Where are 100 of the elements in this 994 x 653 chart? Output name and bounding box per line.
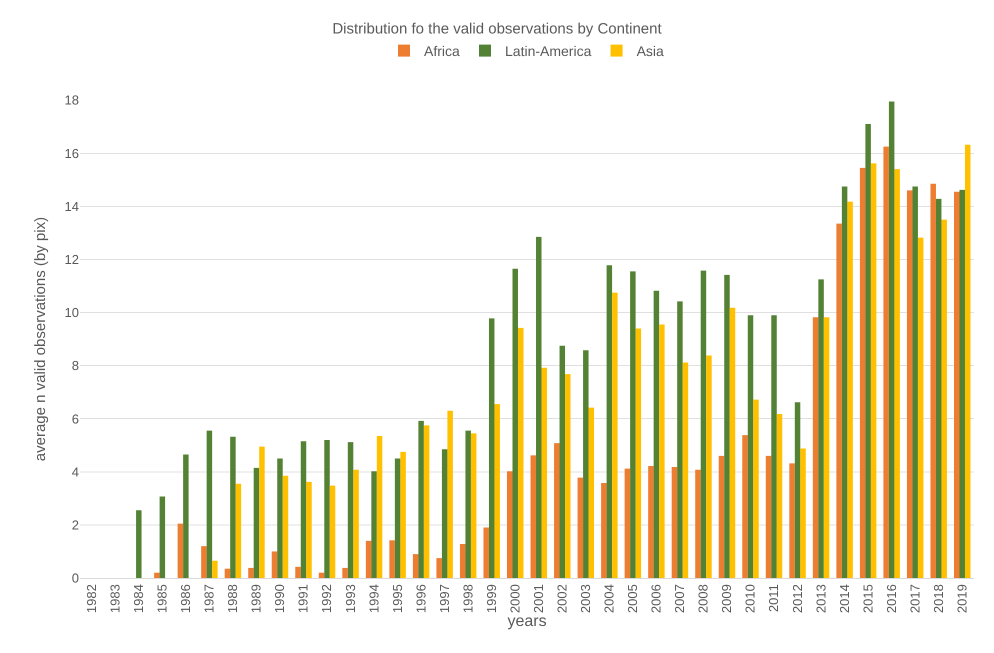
bar (488, 318, 494, 578)
y-tick-label: 2 (72, 517, 79, 532)
y-tick-label: 8 (72, 358, 79, 374)
bar (847, 202, 853, 578)
bar (606, 265, 612, 578)
bar (776, 414, 782, 578)
x-tick-label: 1985 (154, 584, 170, 614)
bar (342, 568, 348, 578)
bar (248, 568, 254, 578)
bar (730, 308, 736, 578)
bar (748, 315, 754, 578)
bar (183, 454, 189, 578)
bar (236, 484, 242, 578)
bar (954, 192, 960, 578)
bar (272, 551, 278, 578)
bar (601, 482, 607, 578)
y-axis-title: average n valid observations (by pix) (32, 216, 49, 462)
bar (766, 456, 772, 578)
bar (636, 328, 642, 578)
bar (512, 268, 518, 578)
bar (718, 456, 724, 578)
bar (412, 554, 418, 578)
y-tick-label: 10 (64, 305, 79, 320)
x-tick-label: 1987 (202, 584, 217, 614)
bar (259, 446, 265, 578)
bar (789, 463, 795, 578)
x-tick-label: 1991 (296, 584, 311, 614)
bar (306, 482, 312, 578)
bar (930, 184, 936, 578)
x-tick-label: 2019 (954, 584, 970, 614)
bar (588, 408, 594, 578)
bar (870, 163, 876, 578)
y-tick-label: 4 (72, 464, 79, 480)
x-tick-label: 2000 (507, 584, 522, 614)
bar (371, 471, 377, 578)
bar (818, 279, 824, 578)
bar (224, 568, 230, 578)
bar (624, 468, 630, 578)
bar (959, 190, 965, 578)
bar (254, 468, 260, 578)
y-tick-label: 12 (64, 252, 79, 267)
bar (771, 315, 777, 578)
bar (318, 572, 324, 578)
bar (560, 346, 566, 578)
bar (277, 458, 283, 578)
legend-label: Latin-America (505, 43, 592, 60)
x-tick-label: 2002 (554, 584, 570, 614)
bar (324, 440, 330, 578)
x-tick-label: 2001 (530, 584, 546, 614)
bar (424, 425, 430, 578)
bar (860, 168, 866, 578)
bar (742, 435, 748, 578)
bar (447, 410, 453, 578)
bar (583, 350, 589, 578)
x-tick-label: 2017 (907, 584, 922, 614)
bar (700, 270, 706, 578)
bar (465, 430, 471, 578)
bar (366, 540, 372, 578)
bar (542, 368, 547, 578)
chart-title: Distribution fo the valid observations by Continent (332, 20, 662, 38)
bar (672, 467, 678, 578)
x-tick-label: 1999 (484, 584, 499, 614)
bar (906, 190, 912, 578)
bar (554, 443, 560, 578)
bar (282, 476, 288, 578)
bar (178, 524, 184, 578)
bar (348, 442, 354, 578)
bar (677, 301, 683, 578)
bar (530, 455, 536, 578)
bar (842, 186, 848, 578)
y-tick-label: 18 (64, 92, 79, 108)
bar (206, 430, 212, 578)
bar (964, 144, 970, 578)
bar (630, 271, 636, 578)
x-tick-label: 2009 (719, 584, 734, 614)
bar (418, 420, 424, 578)
bar (706, 356, 712, 578)
y-tick-label: 0 (72, 570, 79, 586)
bar (212, 560, 218, 578)
bar (507, 471, 512, 578)
bar (160, 496, 166, 578)
bar (330, 486, 336, 578)
bar (912, 186, 918, 578)
x-tick-label: 2018 (930, 584, 946, 614)
bar (695, 470, 701, 578)
x-tick-label: 2004 (602, 584, 617, 614)
bar (836, 224, 842, 578)
bar (800, 448, 806, 578)
bar (436, 558, 442, 578)
y-tick-label: 6 (72, 411, 79, 426)
x-tick-label: 2015 (860, 584, 876, 614)
x-tick-label: 1983 (108, 584, 123, 614)
bar (682, 362, 688, 578)
bar (295, 566, 301, 578)
x-axis-title: years (507, 613, 547, 630)
bar (865, 124, 871, 578)
bar (941, 220, 947, 578)
x-tick-label: 2006 (648, 584, 664, 614)
bar (659, 324, 665, 578)
bar (460, 544, 466, 578)
